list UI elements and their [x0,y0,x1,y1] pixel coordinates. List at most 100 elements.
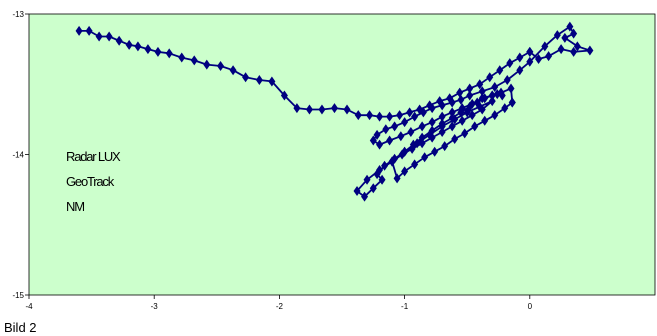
data-point-marker [561,32,569,43]
data-point-marker [165,48,173,59]
data-point-marker [448,112,456,123]
data-point-marker [421,152,429,163]
data-point-marker [369,183,377,194]
data-point-marker [409,139,417,150]
data-point-marker [431,146,439,157]
data-point-marker [386,135,394,146]
data-point-marker [401,146,409,157]
data-point-marker [75,25,83,36]
data-point-marker [516,65,524,76]
data-point-marker [503,75,511,86]
data-point-marker [386,111,394,122]
data-point-marker [473,97,481,108]
data-point-marker [343,104,351,115]
data-point-marker [481,115,489,126]
data-point-marker [407,127,415,138]
data-point-marker [95,31,103,42]
data-point-marker [397,131,405,142]
data-point-marker [493,89,501,100]
data-point-marker [393,173,401,184]
data-point-marker [457,107,465,118]
data-point-marker [566,21,574,32]
y-tick-label: -14 [12,151,24,160]
data-point-marker [369,135,377,146]
data-point-marker [507,83,515,94]
data-point-marker [401,117,409,128]
data-point-marker [466,83,474,94]
data-point-marker [418,121,426,132]
data-point-marker [466,90,474,101]
data-point-marker [418,138,426,149]
data-point-marker [125,39,133,50]
data-point-marker [411,111,419,122]
data-point-marker [373,169,381,180]
data-point-marker [481,93,489,104]
data-point-marker [428,125,436,136]
data-point-marker [373,129,381,140]
data-point-marker [438,100,446,111]
figure-caption: Bild 2 [4,320,37,335]
data-point-marker [381,160,389,171]
data-point-marker [382,124,390,135]
data-point-marker [190,55,198,66]
x-tick-label: -2 [276,302,284,311]
data-point-marker [353,186,361,197]
data-point-marker [428,117,436,128]
data-point-marker [438,118,446,129]
data-point-marker [451,134,459,145]
data-point-marker [506,58,514,69]
data-point-marker [411,159,419,170]
annotation-label: Radar LUX [66,149,121,164]
data-point-marker [391,153,399,164]
data-point-marker [178,52,186,63]
data-point-marker [280,90,288,101]
data-point-marker [501,103,509,114]
data-point-marker [376,111,384,122]
data-point-marker [154,46,162,57]
data-point-marker [488,90,496,101]
y-tick-label: -13 [12,10,24,19]
data-point-marker [396,110,404,121]
annotation-label: NM [66,199,84,214]
data-point-marker [305,104,313,115]
data-point-marker [448,97,456,108]
data-point-marker [144,44,152,55]
data-point-marker [586,45,594,56]
data-point-marker [401,166,409,177]
data-point-marker [498,90,506,101]
axes: -4 -3 -2 -1 0 -13 -14 -15 [12,10,532,311]
data-point-marker [268,76,276,87]
x-tick-label: -3 [151,302,159,311]
data-point-marker [354,110,362,121]
data-point-marker [570,28,578,39]
data-point-marker [255,75,263,86]
data-point-marker [134,41,142,52]
data-point-marker [441,141,449,152]
data-point-marker [366,110,374,121]
data-point-marker [471,121,479,132]
data-point-marker [535,53,543,64]
x-tick-label: -1 [401,302,409,311]
data-point-marker [570,46,578,57]
data-point-marker [242,72,250,83]
data-point-marker [476,79,484,90]
data-point-marker [115,35,123,46]
data-point-marker [488,96,496,107]
data-point-marker [573,41,581,52]
data-point-marker [457,94,465,105]
data-point-marker [466,101,474,112]
data-point-marker [553,30,561,41]
data-point-marker [391,121,399,132]
y-tick-label: -15 [12,291,24,300]
data-point-marker [105,31,113,42]
data-point-marker [491,110,499,121]
data-point-marker [438,111,446,122]
series-layer [75,21,594,202]
data-point-marker [361,191,369,202]
data-point-marker [428,103,436,114]
data-point-marker [376,139,384,150]
data-point-marker [378,174,386,185]
data-point-marker [557,44,565,55]
data-point-marker [496,65,504,76]
